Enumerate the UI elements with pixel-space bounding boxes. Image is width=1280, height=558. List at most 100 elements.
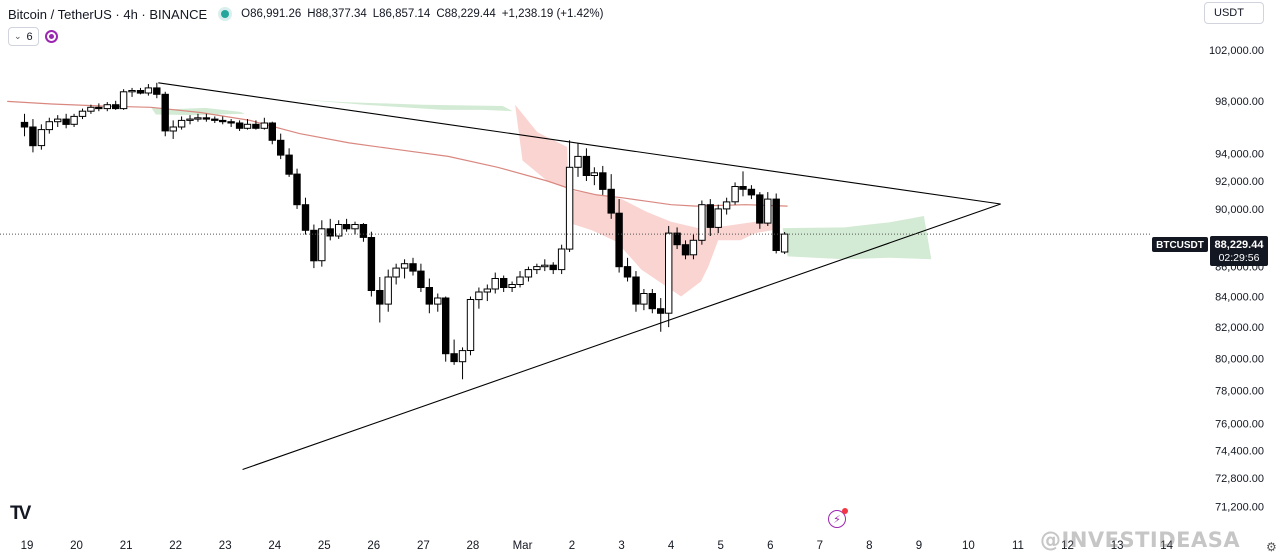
candle-body-up (466, 299, 475, 351)
candle (739, 171, 747, 197)
candle (417, 263, 425, 292)
tradingview-logo[interactable]: TV (10, 503, 31, 524)
trendline-upper (158, 82, 1001, 205)
date-tick-label: 2 (569, 540, 575, 552)
candle (144, 84, 153, 96)
gear-icon[interactable]: ⚙ (1266, 540, 1277, 554)
candle (475, 287, 483, 309)
candle (37, 124, 46, 150)
date-tick-label: 9 (916, 540, 922, 552)
candle-body-down (161, 93, 169, 132)
candle-body-down (153, 87, 161, 95)
candlestick-series (20, 82, 789, 380)
candle-body-down (20, 121, 29, 128)
date-tick-label: 23 (219, 540, 232, 552)
candle (681, 240, 690, 260)
high-value: H88,377.34 (307, 8, 367, 20)
candle-body-down (301, 204, 310, 231)
chart-header: Bitcoin / TetherUS · 4h · BINANCE O86,99… (8, 5, 603, 23)
candle-body-down (442, 297, 450, 355)
price-tick-label: 94,000.00 (1215, 149, 1264, 161)
candle-body-up (70, 115, 78, 125)
candle-body-down (235, 122, 244, 129)
candle (524, 266, 533, 282)
candle (277, 133, 285, 160)
date-axis[interactable]: 19 20 21 22 23 24 25 26 27 28 Mar 2 3 4 5 6 7 8 9 10 11 12 13 1… (21, 540, 1174, 552)
candle-body-up (491, 278, 499, 290)
price-axis[interactable]: 102,000.00 98,000.00 94,000.00 92,000.00 90,… (1209, 45, 1264, 513)
date-tick-label: 26 (367, 540, 380, 552)
candle-body-down (756, 194, 764, 224)
candle-body-up (780, 233, 789, 253)
candle (434, 293, 442, 312)
candle (285, 148, 293, 177)
candle (219, 116, 227, 125)
candle (367, 231, 376, 297)
candle-body-up (400, 263, 409, 269)
candle (202, 113, 211, 122)
cloud-bullish-2 (299, 99, 513, 112)
candle (293, 168, 301, 209)
candle-body-up (541, 264, 549, 268)
candle-body-up (533, 266, 541, 271)
candle (243, 119, 252, 130)
candle (533, 263, 541, 275)
candle (376, 277, 384, 323)
date-tick-label: 8 (866, 540, 872, 552)
candle (698, 200, 706, 245)
candle (119, 89, 128, 110)
candle (301, 197, 310, 235)
candle (128, 87, 136, 97)
candle (722, 197, 731, 215)
candle-body-down (112, 104, 120, 110)
candle-body-up (640, 293, 648, 305)
indicators-toggle-button[interactable]: ⌄ 6 (8, 27, 39, 46)
candle-body-down (211, 118, 219, 121)
candle (161, 91, 169, 137)
candle (549, 262, 557, 275)
candle (326, 218, 334, 241)
candle (260, 117, 269, 130)
candle (772, 193, 780, 254)
candle (599, 165, 607, 195)
market-status-icon (221, 10, 230, 18)
candle-body-down (425, 287, 434, 305)
candle-body-down (706, 204, 714, 228)
last-price-text: 88,229.44 (1215, 239, 1265, 251)
triangle-trendlines[interactable] (158, 82, 1001, 471)
candle (706, 199, 714, 237)
candle-body-up (119, 91, 128, 110)
date-tick-label: 13 (1111, 540, 1124, 552)
candle-body-down (673, 232, 681, 246)
sync-icon[interactable] (44, 30, 58, 43)
candle (20, 113, 29, 137)
symbol-title[interactable]: Bitcoin / TetherUS · 4h · BINANCE (8, 6, 208, 22)
low-value: L86,857.14 (372, 8, 431, 20)
candle (252, 120, 260, 130)
candle (400, 259, 409, 279)
candle (112, 100, 120, 110)
candle-body-up (392, 267, 400, 278)
candle-body-down (450, 353, 458, 363)
ichimoku-cloud (150, 99, 932, 297)
candle (211, 116, 219, 124)
price-tick-label: 84,000.00 (1215, 292, 1264, 304)
open-value: O86,991.26 (241, 8, 302, 20)
candle (516, 271, 524, 288)
date-tick-label: 25 (318, 540, 331, 552)
bolt-icon[interactable]: ⚡ (828, 508, 848, 528)
candle-body-down (623, 266, 632, 278)
candle (87, 104, 95, 114)
candle-body-down (268, 122, 277, 141)
candle (153, 82, 161, 99)
candle (632, 271, 640, 312)
candle-body-down (62, 118, 70, 125)
candle (335, 220, 343, 239)
candle-body-down (632, 276, 640, 305)
candle (491, 272, 499, 294)
candle (590, 167, 598, 186)
date-tick-label: 14 (1160, 540, 1173, 552)
candle-body-up (384, 276, 392, 305)
currency-select[interactable]: USDT (1204, 2, 1264, 24)
